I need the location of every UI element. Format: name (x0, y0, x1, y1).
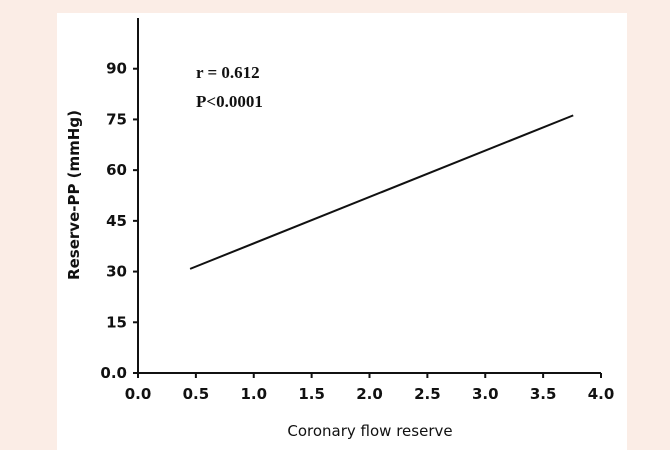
chart-panel (57, 13, 627, 450)
x-tick-label: 0.0 (125, 385, 152, 403)
x-axis-title: Coronary flow reserve (287, 422, 452, 440)
x-tick-label: 2.5 (414, 385, 441, 403)
x-tick-label: 1.0 (240, 385, 267, 403)
y-tick-label: 60 (106, 161, 127, 179)
y-ticks: 0.0 15 30 45 60 75 90 (100, 60, 138, 382)
x-tick-label: 4.0 (588, 385, 615, 403)
x-tick-label: 3.5 (530, 385, 557, 403)
y-tick-label: 15 (106, 313, 127, 331)
y-tick-label: 0.0 (100, 364, 127, 382)
x-tick-label: 0.5 (183, 385, 210, 403)
y-tick-label: 30 (106, 263, 127, 281)
p-value-annotation: P<0.0001 (196, 92, 263, 111)
y-tick-label: 75 (106, 110, 127, 128)
x-tick-label: 3.0 (472, 385, 499, 403)
x-ticks: 0.0 0.5 1.0 1.5 2.0 2.5 3.0 3.5 4.0 (125, 373, 615, 403)
correlation-annotation: r = 0.612 (196, 63, 260, 82)
y-axis-title: Reserve-PP (mmHg) (65, 110, 83, 280)
y-tick-label: 45 (106, 212, 127, 230)
series-layer (189, 114, 574, 270)
regression-line (189, 114, 574, 270)
y-tick-label: 90 (106, 60, 127, 78)
x-tick-label: 1.5 (298, 385, 325, 403)
x-tick-label: 2.0 (356, 385, 383, 403)
